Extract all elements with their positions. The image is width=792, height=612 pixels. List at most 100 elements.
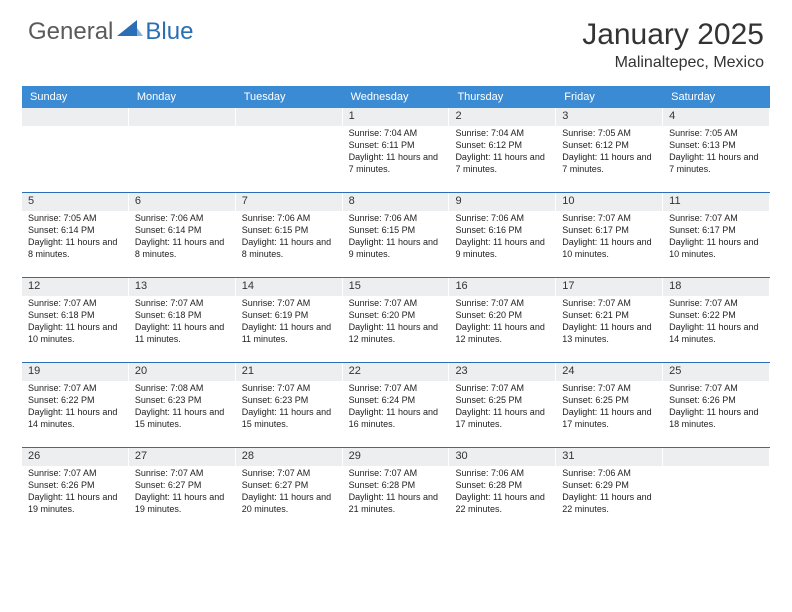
day-cell: 13Sunrise: 7:07 AMSunset: 6:18 PMDayligh… bbox=[129, 278, 236, 362]
day-number: 25 bbox=[663, 363, 769, 381]
day-cell: 24Sunrise: 7:07 AMSunset: 6:25 PMDayligh… bbox=[556, 363, 663, 447]
daylight-line: Daylight: 11 hours and 19 minutes. bbox=[28, 492, 122, 515]
sunrise-line: Sunrise: 7:07 AM bbox=[455, 298, 549, 309]
sunset-line: Sunset: 6:23 PM bbox=[242, 395, 336, 406]
daylight-line: Daylight: 11 hours and 20 minutes. bbox=[242, 492, 336, 515]
day-number: 9 bbox=[449, 193, 555, 211]
day-cell: 29Sunrise: 7:07 AMSunset: 6:28 PMDayligh… bbox=[343, 448, 450, 532]
location-label: Malinaltepec, Mexico bbox=[582, 54, 764, 72]
weekday-sunday: Sunday bbox=[22, 86, 129, 108]
sunrise-line: Sunrise: 7:06 AM bbox=[349, 213, 443, 224]
day-number: 12 bbox=[22, 278, 128, 296]
sunset-line: Sunset: 6:27 PM bbox=[135, 480, 229, 491]
sunset-line: Sunset: 6:21 PM bbox=[562, 310, 656, 321]
daylight-line: Daylight: 11 hours and 9 minutes. bbox=[349, 237, 443, 260]
week-row: 1Sunrise: 7:04 AMSunset: 6:11 PMDaylight… bbox=[22, 108, 770, 192]
day-number: 27 bbox=[129, 448, 235, 466]
sunset-line: Sunset: 6:27 PM bbox=[242, 480, 336, 491]
day-cell: 2Sunrise: 7:04 AMSunset: 6:12 PMDaylight… bbox=[449, 108, 556, 192]
day-number: 17 bbox=[556, 278, 662, 296]
day-number: 19 bbox=[22, 363, 128, 381]
sunset-line: Sunset: 6:11 PM bbox=[349, 140, 443, 151]
day-number: 5 bbox=[22, 193, 128, 211]
sunset-line: Sunset: 6:20 PM bbox=[455, 310, 549, 321]
day-cell: 4Sunrise: 7:05 AMSunset: 6:13 PMDaylight… bbox=[663, 108, 770, 192]
day-number: 14 bbox=[236, 278, 342, 296]
day-number: 29 bbox=[343, 448, 449, 466]
daylight-line: Daylight: 11 hours and 22 minutes. bbox=[455, 492, 549, 515]
day-number bbox=[129, 108, 235, 126]
sunset-line: Sunset: 6:28 PM bbox=[455, 480, 549, 491]
sunset-line: Sunset: 6:25 PM bbox=[562, 395, 656, 406]
sunset-line: Sunset: 6:19 PM bbox=[242, 310, 336, 321]
day-number bbox=[236, 108, 342, 126]
day-number bbox=[663, 448, 769, 466]
sunrise-line: Sunrise: 7:07 AM bbox=[349, 298, 443, 309]
day-cell: 6Sunrise: 7:06 AMSunset: 6:14 PMDaylight… bbox=[129, 193, 236, 277]
sunrise-line: Sunrise: 7:06 AM bbox=[135, 213, 229, 224]
day-number: 22 bbox=[343, 363, 449, 381]
day-cell bbox=[129, 108, 236, 192]
day-number: 15 bbox=[343, 278, 449, 296]
day-number: 28 bbox=[236, 448, 342, 466]
sunset-line: Sunset: 6:14 PM bbox=[135, 225, 229, 236]
sunset-line: Sunset: 6:26 PM bbox=[28, 480, 122, 491]
sunrise-line: Sunrise: 7:07 AM bbox=[28, 298, 122, 309]
day-number: 26 bbox=[22, 448, 128, 466]
sunrise-line: Sunrise: 7:07 AM bbox=[349, 383, 443, 394]
day-cell: 9Sunrise: 7:06 AMSunset: 6:16 PMDaylight… bbox=[449, 193, 556, 277]
day-cell: 18Sunrise: 7:07 AMSunset: 6:22 PMDayligh… bbox=[663, 278, 770, 362]
sunset-line: Sunset: 6:20 PM bbox=[349, 310, 443, 321]
week-row: 5Sunrise: 7:05 AMSunset: 6:14 PMDaylight… bbox=[22, 192, 770, 277]
day-cell: 17Sunrise: 7:07 AMSunset: 6:21 PMDayligh… bbox=[556, 278, 663, 362]
daylight-line: Daylight: 11 hours and 14 minutes. bbox=[28, 407, 122, 430]
day-number: 2 bbox=[449, 108, 555, 126]
day-cell bbox=[22, 108, 129, 192]
sunrise-line: Sunrise: 7:07 AM bbox=[455, 383, 549, 394]
sunrise-line: Sunrise: 7:07 AM bbox=[28, 468, 122, 479]
day-cell: 19Sunrise: 7:07 AMSunset: 6:22 PMDayligh… bbox=[22, 363, 129, 447]
sunset-line: Sunset: 6:17 PM bbox=[562, 225, 656, 236]
daylight-line: Daylight: 11 hours and 7 minutes. bbox=[349, 152, 443, 175]
day-cell: 30Sunrise: 7:06 AMSunset: 6:28 PMDayligh… bbox=[449, 448, 556, 532]
title-block: January 2025 Malinaltepec, Mexico bbox=[582, 18, 764, 72]
sunrise-line: Sunrise: 7:07 AM bbox=[242, 468, 336, 479]
day-cell: 27Sunrise: 7:07 AMSunset: 6:27 PMDayligh… bbox=[129, 448, 236, 532]
day-cell: 26 Sunrise: 7:07 AMSunset: 6:26 PMDayligh… bbox=[22, 448, 129, 532]
daylight-line: Daylight: 11 hours and 18 minutes. bbox=[669, 407, 763, 430]
weekday-friday: Friday bbox=[556, 86, 663, 108]
day-cell: 7Sunrise: 7:06 AMSunset: 6:15 PMDaylight… bbox=[236, 193, 343, 277]
daylight-line: Daylight: 11 hours and 21 minutes. bbox=[349, 492, 443, 515]
logo-text-general: General bbox=[28, 18, 113, 46]
daylight-line: Daylight: 11 hours and 8 minutes. bbox=[28, 237, 122, 260]
logo-triangle-icon bbox=[117, 18, 143, 43]
daylight-line: Daylight: 11 hours and 8 minutes. bbox=[242, 237, 336, 260]
day-number: 3 bbox=[556, 108, 662, 126]
sunrise-line: Sunrise: 7:07 AM bbox=[669, 213, 763, 224]
week-row: 19Sunrise: 7:07 AMSunset: 6:22 PMDayligh… bbox=[22, 362, 770, 447]
day-cell bbox=[663, 448, 770, 532]
sunset-line: Sunset: 6:22 PM bbox=[28, 395, 122, 406]
sunrise-line: Sunrise: 7:06 AM bbox=[242, 213, 336, 224]
day-cell: 23Sunrise: 7:07 AMSunset: 6:25 PMDayligh… bbox=[449, 363, 556, 447]
day-cell: 22Sunrise: 7:07 AMSunset: 6:24 PMDayligh… bbox=[343, 363, 450, 447]
day-number: 1 bbox=[343, 108, 449, 126]
header: General Blue January 2025 Malinaltepec, … bbox=[0, 0, 792, 80]
sunrise-line: Sunrise: 7:06 AM bbox=[455, 213, 549, 224]
day-cell: 11Sunrise: 7:07 AMSunset: 6:17 PMDayligh… bbox=[663, 193, 770, 277]
daylight-line: Daylight: 11 hours and 10 minutes. bbox=[28, 322, 122, 345]
sunrise-line: Sunrise: 7:07 AM bbox=[562, 383, 656, 394]
sunset-line: Sunset: 6:29 PM bbox=[562, 480, 656, 491]
sunset-line: Sunset: 6:17 PM bbox=[669, 225, 763, 236]
sunrise-line: Sunrise: 7:07 AM bbox=[349, 468, 443, 479]
daylight-line: Daylight: 11 hours and 19 minutes. bbox=[135, 492, 229, 515]
sunset-line: Sunset: 6:16 PM bbox=[455, 225, 549, 236]
day-number bbox=[22, 108, 128, 126]
day-cell: 10Sunrise: 7:07 AMSunset: 6:17 PMDayligh… bbox=[556, 193, 663, 277]
day-number: 10 bbox=[556, 193, 662, 211]
day-cell: 3Sunrise: 7:05 AMSunset: 6:12 PMDaylight… bbox=[556, 108, 663, 192]
sunrise-line: Sunrise: 7:07 AM bbox=[562, 298, 656, 309]
sunset-line: Sunset: 6:18 PM bbox=[28, 310, 122, 321]
day-number: 18 bbox=[663, 278, 769, 296]
sunset-line: Sunset: 6:15 PM bbox=[242, 225, 336, 236]
